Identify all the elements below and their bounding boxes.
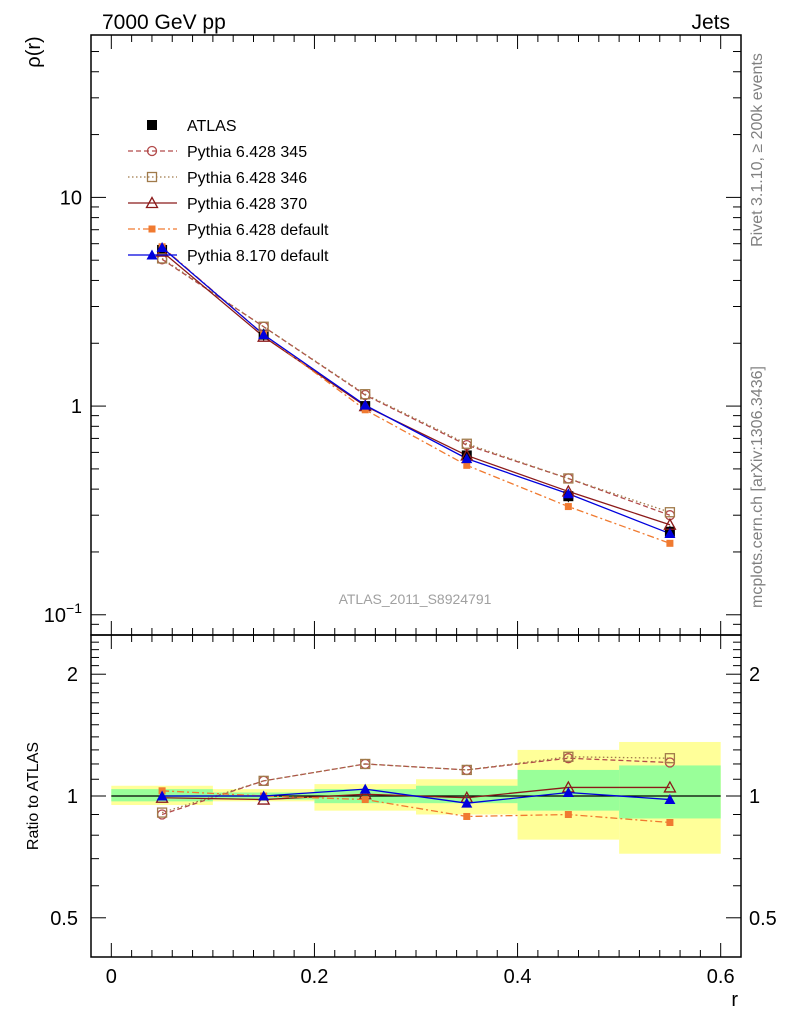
marker-square-open bbox=[156, 253, 168, 264]
legend-label: Pythia 6.428 345 bbox=[187, 144, 307, 161]
legend-label: Pythia 6.428 346 bbox=[187, 170, 307, 187]
marker-square-filled bbox=[463, 812, 471, 820]
marker-square-open bbox=[156, 807, 168, 818]
marker-square-open bbox=[664, 753, 676, 764]
rivet-label: Rivet 3.1.10, ≥ 200k events bbox=[749, 53, 766, 247]
series-line-3 bbox=[161, 251, 671, 526]
y-tick-label: 1 bbox=[71, 396, 82, 418]
uncertainty-band-inner bbox=[416, 785, 518, 804]
energy-label: 7000 GeV pp bbox=[102, 11, 226, 34]
series-line-2 bbox=[161, 257, 671, 513]
x-tick-label: 0.6 bbox=[707, 966, 735, 988]
marker-triangle-filled bbox=[461, 453, 473, 464]
y-axis-label-main: ρ(r) bbox=[23, 36, 45, 67]
x-axis-label: r bbox=[731, 989, 738, 1011]
process-label: Jets bbox=[691, 11, 730, 34]
y-tick-label-right: 0.5 bbox=[749, 908, 777, 930]
legend: ATLAS Pythia 6.428 345 Pythia 6.428 346 Pyt… bbox=[128, 118, 329, 265]
marker-square-filled bbox=[666, 539, 674, 547]
x-tick-label: 0.2 bbox=[301, 966, 329, 988]
marker-triangle-filled bbox=[461, 797, 473, 808]
marker-square-open bbox=[146, 171, 158, 183]
y-tick-label: 2 bbox=[67, 664, 78, 686]
marker-square-filled bbox=[361, 406, 369, 414]
marker-triangle-filled bbox=[359, 783, 371, 794]
watermark: ATLAS_2011_S8924791 bbox=[339, 591, 492, 607]
marker-circle-open bbox=[146, 145, 158, 157]
y-tick-label: 10−1 bbox=[44, 600, 82, 627]
x-tick-label: 0 bbox=[106, 966, 117, 988]
marker-square-open bbox=[360, 758, 371, 770]
ratio-line-4 bbox=[162, 788, 670, 804]
y-axis-label-ratio: Ratio to ATLAS bbox=[25, 742, 42, 850]
series-line-1 bbox=[161, 258, 671, 516]
y-tick-label-right: 2 bbox=[749, 664, 760, 686]
legend-label: Pythia 6.428 370 bbox=[187, 196, 307, 213]
marker-square-filled bbox=[463, 461, 471, 469]
series-line-4 bbox=[161, 246, 671, 544]
ratio-panel: 0 0.2 0.4 0.6 0.5 0.5 1 1 2 2 bbox=[50, 634, 777, 988]
marker-triangle-filled bbox=[359, 399, 371, 410]
marker-square-filled bbox=[361, 796, 369, 804]
legend-label: Pythia 8.170 default bbox=[187, 248, 329, 265]
marker-triangle-filled bbox=[146, 249, 158, 260]
ratio-line-3 bbox=[162, 790, 670, 824]
marker-triangle-filled bbox=[258, 790, 270, 801]
marker-triangle-filled bbox=[562, 488, 574, 499]
marker-triangle-filled bbox=[664, 794, 676, 805]
marker-triangle-filled bbox=[156, 790, 168, 801]
marker-square-open bbox=[461, 764, 472, 776]
marker-triangle-open bbox=[663, 780, 677, 793]
series-line-5 bbox=[161, 247, 671, 535]
marker-triangle-filled bbox=[156, 242, 168, 253]
y-tick-label-right: 1 bbox=[749, 786, 760, 808]
marker-square-filled bbox=[564, 503, 572, 511]
marker-square-filled bbox=[147, 120, 157, 130]
marker-triangle-filled bbox=[258, 329, 270, 340]
marker-triangle-open bbox=[145, 196, 159, 209]
marker-triangle-filled bbox=[562, 787, 574, 798]
marker-square-filled bbox=[564, 811, 572, 819]
marker-triangle-filled bbox=[664, 528, 676, 539]
marker-square-open bbox=[563, 473, 574, 484]
marker-square-filled bbox=[666, 819, 674, 827]
y-tick-label: 10 bbox=[60, 187, 82, 209]
marker-square-open bbox=[258, 775, 269, 787]
legend-label: ATLAS bbox=[187, 118, 237, 135]
y-tick-label: 1 bbox=[67, 786, 78, 808]
marker-square-open bbox=[664, 507, 676, 518]
marker-square-open bbox=[360, 389, 371, 400]
marker-square-open bbox=[461, 438, 472, 449]
marker-square-filled bbox=[148, 225, 156, 233]
legend-label: Pythia 6.428 default bbox=[187, 222, 329, 239]
mcplots-label: mcplots.cern.ch [arXiv:1306.3436] bbox=[749, 366, 766, 608]
ratio-line-1 bbox=[161, 756, 670, 814]
marker-square-open bbox=[563, 751, 574, 762]
x-tick-label: 0.4 bbox=[504, 966, 532, 988]
y-tick-label: 0.5 bbox=[50, 908, 78, 930]
